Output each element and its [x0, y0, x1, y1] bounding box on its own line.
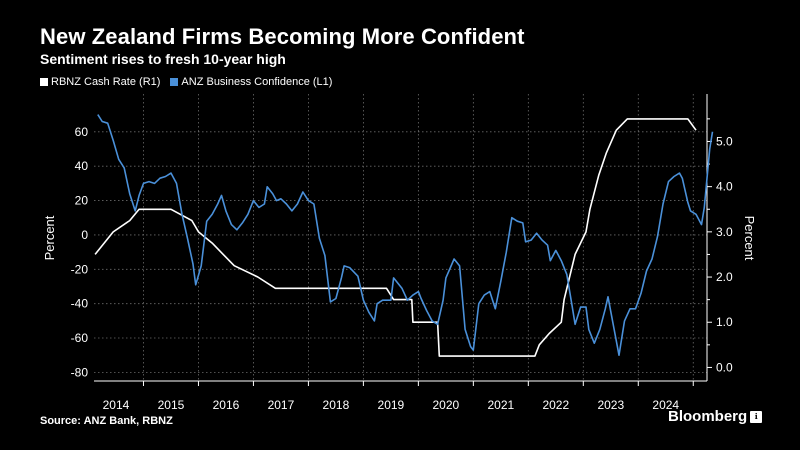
y-right-tick-label: 3.0 — [716, 225, 733, 239]
x-tick-label: 2017 — [268, 398, 295, 412]
y-left-tick-label: 60 — [75, 125, 89, 139]
legend-item-confidence: ANZ Business Confidence (L1) — [170, 76, 332, 88]
y-right-tick-label: 2.0 — [716, 270, 733, 284]
x-tick-label: 2014 — [103, 398, 130, 412]
y-right-tick-label: 5.0 — [716, 134, 733, 148]
x-tick-label: 2020 — [433, 398, 460, 412]
y-left-tick-label: 20 — [75, 194, 89, 208]
chart-subtitle: Sentiment rises to fresh 10-year high — [40, 51, 286, 67]
series-line-business-confidence — [97, 114, 714, 356]
x-tick-label: 2022 — [542, 398, 569, 412]
y-left-tick-label: -80 — [71, 365, 89, 379]
x-tick-label: 2015 — [158, 398, 185, 412]
y-left-tick-label: -20 — [71, 262, 89, 276]
y-right-tick-label: 1.0 — [716, 315, 733, 329]
y-left-axis-title: Percent — [42, 215, 57, 260]
x-tick-label: 2024 — [652, 398, 679, 412]
x-tick-label: 2016 — [213, 398, 240, 412]
y-left-tick-label: 40 — [75, 159, 89, 173]
legend-label-confidence: ANZ Business Confidence (L1) — [181, 76, 333, 88]
x-tick-label: 2018 — [323, 398, 350, 412]
legend-label-cash-rate: RBNZ Cash Rate (R1) — [51, 76, 161, 88]
legend: RBNZ Cash Rate (R1) ANZ Business Confide… — [40, 76, 342, 88]
y-left-tick-label: 0 — [81, 228, 88, 242]
x-tick-label: 2019 — [378, 398, 405, 412]
source-note: Source: ANZ Bank, RBNZ — [40, 415, 173, 427]
legend-item-cash-rate: RBNZ Cash Rate (R1) — [40, 76, 160, 88]
y-left-tick-label: -60 — [71, 331, 89, 345]
y-left-tick-label: -40 — [71, 297, 89, 311]
legend-swatch-confidence — [170, 78, 179, 86]
y-right-axis-title: Percent — [742, 216, 757, 261]
brand-logo: Bloomberg ℹ — [668, 408, 763, 425]
x-tick-label: 2021 — [487, 398, 514, 412]
legend-swatch-cash-rate — [40, 78, 48, 86]
x-tick-label: 2023 — [597, 398, 624, 412]
chart-title: New Zealand Firms Becoming More Confiden… — [40, 24, 525, 49]
y-right-tick-label: 4.0 — [716, 180, 733, 194]
y-right-tick-label: 0.0 — [716, 360, 733, 374]
brand-name: Bloomberg — [668, 408, 748, 425]
info-icon: ℹ — [750, 410, 763, 423]
series-line-cash-rate — [94, 118, 697, 357]
